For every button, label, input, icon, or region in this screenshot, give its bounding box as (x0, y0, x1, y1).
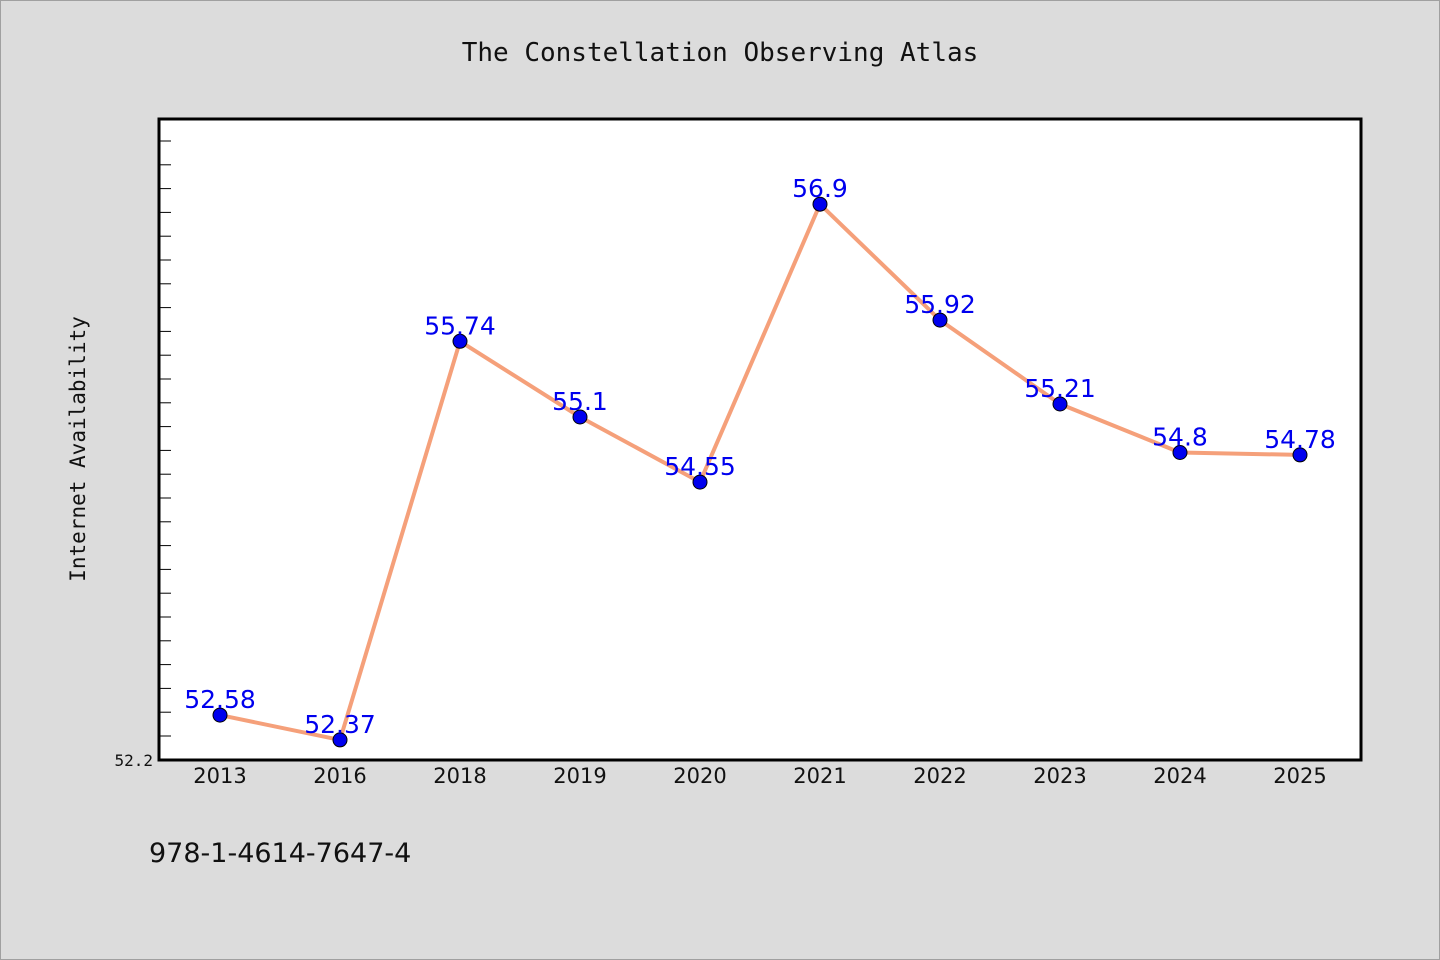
data-point (572, 409, 588, 425)
chart-title: The Constellation Observing Atlas (462, 38, 979, 68)
data-label: 55.92 (904, 290, 976, 319)
y-axis-ticks (159, 140, 171, 737)
x-axis-ticks: 2013 2016 2018 2019 2020 2021 2022 2023 2024 2025 (193, 764, 1326, 788)
x-tick-label: 2018 (433, 764, 486, 788)
data-point (932, 312, 948, 328)
x-tick-label: 2023 (1033, 764, 1086, 788)
data-point (452, 333, 468, 349)
x-tick-label: 2025 (1273, 764, 1326, 788)
data-point (1172, 445, 1188, 460)
data-labels: 52.58 52.37 55.74 55.1 54.55 56.9 55.92 55.21 54… (184, 174, 1336, 739)
data-point (812, 196, 828, 212)
y-tick-label: 52.2 (114, 751, 153, 770)
x-tick-label: 2020 (673, 764, 726, 788)
data-point (1292, 447, 1308, 463)
x-tick-label: 2021 (793, 764, 846, 788)
x-tick-label: 2013 (193, 764, 246, 788)
data-label: 54.55 (664, 452, 736, 481)
data-label: 55.1 (552, 387, 608, 416)
data-points (212, 196, 1308, 748)
data-label: 55.74 (424, 311, 496, 340)
x-tick-label: 2019 (553, 764, 606, 788)
x-tick-label: 2016 (313, 764, 366, 788)
data-point (1052, 396, 1068, 412)
data-point (212, 707, 228, 723)
data-label: 55.21 (1024, 374, 1096, 403)
x-tick-label: 2024 (1153, 764, 1206, 788)
data-label: 54.8 (1152, 423, 1208, 452)
series-line-group (219, 202, 1301, 742)
data-label: 54.78 (1264, 425, 1336, 454)
x-tick-label: 2022 (913, 764, 966, 788)
data-point (332, 732, 348, 748)
data-label: 52.58 (184, 685, 256, 714)
footer-isbn: 978-1-4614-7647-4 (149, 838, 411, 869)
data-label: 56.9 (792, 174, 848, 203)
plot-area (157, 117, 1363, 762)
data-label: 52.37 (304, 710, 376, 739)
series-line (219, 202, 1301, 742)
y-axis-label: Internet Availability (66, 316, 90, 582)
data-point (692, 474, 708, 490)
